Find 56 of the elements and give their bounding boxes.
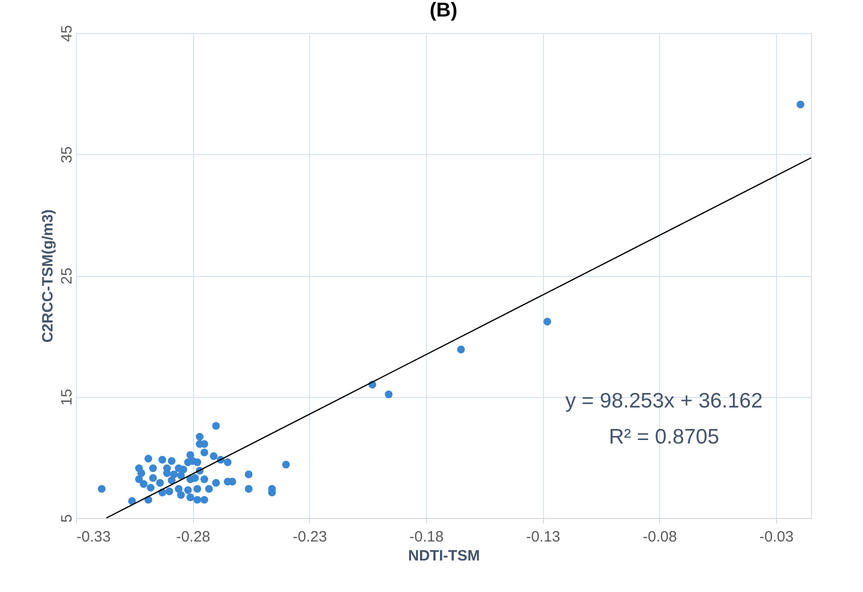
point	[146, 484, 155, 492]
y-tick-label: 15	[58, 388, 76, 406]
point	[165, 487, 174, 496]
y-tick-label: 35	[58, 146, 76, 164]
chart-title: (B)	[430, 0, 458, 22]
point	[457, 346, 465, 354]
y-axis-title: C2RCC-TSM(g/m3)	[40, 209, 56, 343]
point	[212, 478, 220, 487]
point	[140, 480, 148, 488]
x-tick-label: -0.23	[292, 528, 327, 546]
point	[168, 457, 176, 465]
point	[184, 486, 192, 494]
point	[210, 452, 218, 460]
x-tick-label: -0.18	[409, 528, 444, 546]
point	[156, 478, 164, 487]
point	[224, 458, 232, 466]
x-tick-label: -0.28	[176, 528, 210, 546]
point	[244, 470, 253, 478]
point	[188, 457, 197, 465]
x-tick-label: -0.33	[76, 528, 111, 546]
annotation: y = 98.253x + 36.162	[565, 390, 763, 413]
x-axis-title: NDTI-TSM	[408, 548, 480, 564]
point	[200, 475, 208, 484]
point	[186, 451, 194, 459]
x-tick-label: -0.13	[526, 528, 560, 546]
y-tick-label: 45	[58, 25, 76, 42]
point	[98, 485, 106, 493]
point	[200, 496, 208, 504]
point	[149, 474, 157, 482]
point	[543, 318, 552, 326]
point	[135, 475, 143, 484]
point	[170, 470, 178, 478]
point	[196, 432, 204, 441]
point	[149, 464, 157, 472]
y-tick-label: 25	[58, 268, 76, 284]
point	[179, 466, 188, 474]
point	[205, 485, 213, 493]
point	[796, 100, 804, 108]
point	[200, 448, 208, 456]
point	[174, 485, 183, 493]
point	[186, 494, 194, 502]
point	[177, 491, 185, 499]
point	[282, 460, 290, 469]
point	[244, 485, 253, 493]
point	[191, 474, 199, 482]
point	[384, 390, 393, 398]
point	[137, 469, 146, 478]
x-tick-label: -0.03	[759, 528, 794, 546]
x-tick-label: -0.08	[642, 528, 677, 546]
y-tick-label: 5	[58, 514, 76, 523]
point	[144, 454, 152, 462]
point	[193, 496, 202, 504]
point	[158, 456, 166, 464]
annotation: R² = 0.8705	[608, 426, 720, 449]
point	[193, 485, 202, 493]
point	[212, 422, 220, 430]
